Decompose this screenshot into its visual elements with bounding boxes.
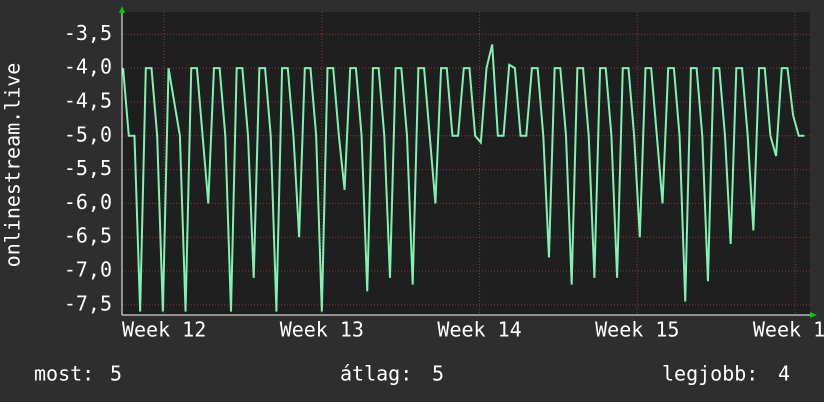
y-axis-label: onlinestream.live bbox=[1, 63, 25, 268]
y-tick-label: -5,5 bbox=[64, 156, 112, 180]
plot-area bbox=[122, 12, 810, 315]
y-tick-label: -6,0 bbox=[64, 190, 112, 214]
footer: most: 5 átlag: 5 legjobb: 4 bbox=[34, 362, 790, 386]
x-tick-label: Week 14 bbox=[437, 318, 521, 342]
footer-value: 5 bbox=[432, 362, 444, 386]
footer-label: most: bbox=[34, 362, 94, 386]
y-tick-label: -4,0 bbox=[64, 55, 112, 79]
y-tick-label: -4,5 bbox=[64, 88, 112, 112]
y-axis-arrow bbox=[119, 6, 125, 13]
footer-label: legjobb: bbox=[662, 362, 758, 386]
y-tick-label: -5,0 bbox=[64, 122, 112, 146]
y-tick-label: -7,0 bbox=[64, 258, 112, 282]
y-tick-label: -7,5 bbox=[64, 291, 112, 315]
x-axis-arrow bbox=[810, 312, 817, 318]
footer-value: 4 bbox=[778, 362, 790, 386]
x-tick-label: Week 12 bbox=[122, 318, 206, 342]
footer-value: 5 bbox=[110, 362, 122, 386]
x-tick-label: Week 16 bbox=[753, 318, 824, 342]
footer-label: átlag: bbox=[340, 362, 412, 386]
y-tick-label: -3,5 bbox=[64, 21, 112, 45]
x-tick-label: Week 15 bbox=[595, 318, 679, 342]
y-tick-label: -6,5 bbox=[64, 224, 112, 248]
x-tick-label: Week 13 bbox=[280, 318, 364, 342]
data-line bbox=[122, 44, 805, 312]
